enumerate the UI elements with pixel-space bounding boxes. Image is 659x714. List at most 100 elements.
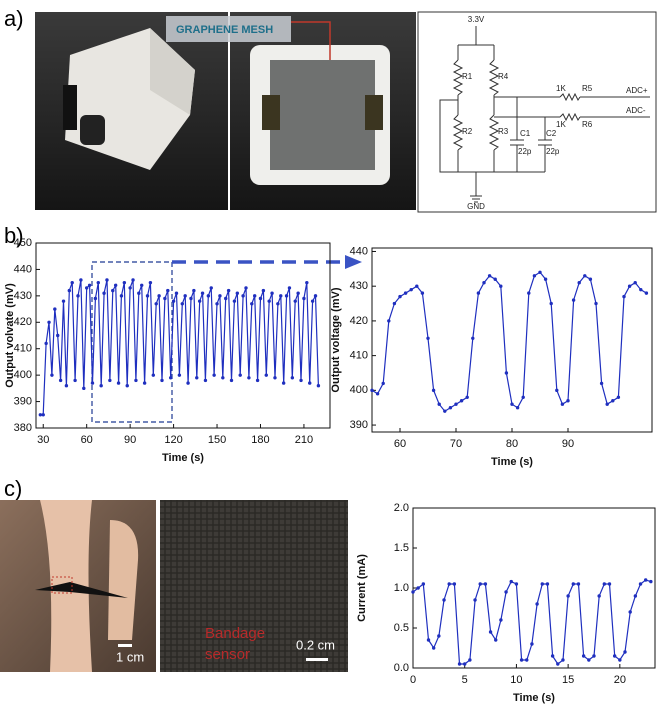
data-point (113, 283, 118, 287)
data-point (44, 341, 48, 346)
data-point (532, 274, 537, 278)
data-point (627, 284, 632, 288)
data-point (316, 384, 321, 388)
output-label: ADC+ (626, 86, 648, 95)
data-point (203, 378, 208, 383)
data-point (494, 638, 498, 642)
x-tick-label: 15 (562, 674, 574, 686)
component-label: R2 (462, 127, 473, 136)
x-tick-label: 20 (614, 674, 626, 686)
data-point (538, 270, 542, 275)
data-point (258, 296, 263, 301)
data-point (200, 291, 205, 295)
data-point (510, 402, 514, 406)
data-point (224, 296, 228, 301)
data-point (284, 294, 289, 298)
panel-label: b) (4, 223, 24, 248)
data-point (212, 373, 216, 377)
data-point (612, 654, 617, 658)
data-point (411, 590, 415, 594)
data-point (471, 336, 475, 340)
y-tick-label: 380 (14, 422, 32, 434)
data-point (370, 388, 374, 393)
data-point (499, 618, 503, 622)
data-point (61, 299, 66, 303)
y-tick-label: 390 (14, 395, 32, 407)
data-point (99, 384, 103, 388)
data-point (420, 291, 425, 295)
data-point (241, 294, 245, 298)
x-tick-label: 90 (562, 438, 574, 450)
component-label: 22p (518, 147, 532, 156)
data-point (302, 296, 306, 301)
data-point (96, 280, 100, 285)
data-point (504, 371, 509, 375)
data-point (493, 277, 497, 281)
data-point (47, 320, 51, 324)
component-label: C2 (546, 129, 557, 138)
data-point (221, 376, 225, 380)
data-point (279, 294, 283, 298)
data-point (166, 288, 170, 293)
x-tick-label: 0 (410, 674, 416, 686)
data-point (555, 388, 559, 393)
data-point (76, 294, 80, 298)
data-point (478, 582, 482, 586)
y-tick-label: 390 (350, 419, 368, 431)
data-point (381, 381, 385, 386)
component-label: R1 (462, 72, 473, 81)
data-point (465, 395, 469, 399)
y-tick-label: 420 (350, 315, 368, 327)
panel-label: c) (4, 476, 22, 501)
data-point (310, 299, 315, 303)
x-axis-label: Time (s) (513, 692, 555, 704)
data-point (140, 283, 144, 287)
data-point (264, 373, 268, 377)
data-point (38, 413, 43, 417)
data-point (215, 302, 219, 306)
component-label: C1 (520, 129, 531, 138)
data-point (197, 299, 202, 303)
scale-bar (118, 644, 132, 647)
data-point (488, 630, 493, 634)
data-point (305, 280, 309, 285)
data-point (571, 298, 576, 302)
component-label: 1K (556, 120, 566, 129)
data-point (431, 646, 436, 650)
data-point (41, 413, 45, 417)
data-point (192, 288, 196, 293)
data-point (550, 654, 555, 658)
data-point (67, 288, 72, 293)
data-point (514, 582, 519, 586)
data-point (540, 582, 544, 586)
y-tick-label: 420 (14, 316, 32, 328)
data-point (128, 286, 132, 290)
x-tick-label: 60 (81, 434, 93, 446)
data-line (371, 271, 647, 412)
data-point (122, 280, 127, 285)
data-point (87, 283, 92, 287)
data-point (468, 658, 472, 662)
data-point (644, 291, 649, 295)
data-point (229, 378, 234, 383)
x-tick-label: 150 (208, 434, 226, 446)
scale-bar (306, 658, 328, 661)
data-point (183, 294, 187, 298)
data-point (442, 598, 446, 602)
data-point (592, 654, 596, 658)
x-tick-label: 80 (506, 438, 518, 450)
sensor-box (51, 576, 73, 594)
data-point (416, 586, 420, 590)
data-point (281, 381, 286, 385)
y-axis-label: Output voltage (mV) (330, 287, 342, 392)
clip (365, 95, 383, 130)
data-point (180, 302, 184, 306)
data-point (639, 287, 643, 292)
data-point (454, 402, 458, 406)
data-point (387, 319, 391, 323)
data-point (313, 294, 318, 298)
x-tick-label: 70 (450, 438, 462, 450)
y-tick-label: 440 (14, 263, 32, 275)
data-point (134, 378, 138, 383)
data-point (50, 373, 54, 377)
